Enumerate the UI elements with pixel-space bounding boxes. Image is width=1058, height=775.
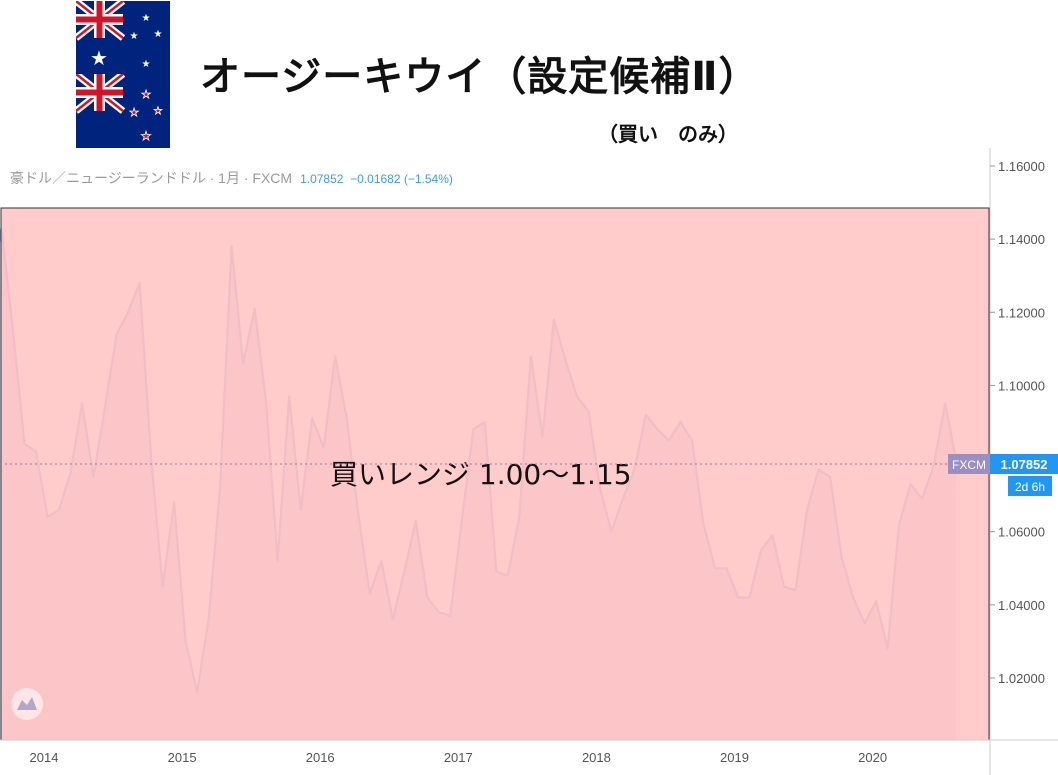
svg-text:★: ★ — [129, 106, 139, 119]
svg-text:★: ★ — [154, 106, 163, 117]
price-change: −0.01682 — [350, 172, 401, 186]
svg-text:★: ★ — [90, 46, 108, 70]
x-tick-label: 2020 — [858, 750, 887, 765]
svg-text:★: ★ — [130, 31, 139, 42]
x-tick-label: 2019 — [720, 750, 749, 765]
x-tick-label: 2018 — [582, 750, 611, 765]
buy-range-label: 買いレンジ 1.00〜1.15 — [330, 458, 632, 491]
y-tick-label: 1.02000 — [998, 671, 1045, 686]
svg-text:★: ★ — [154, 29, 163, 40]
x-tick-label: 2015 — [168, 750, 197, 765]
svg-text:★: ★ — [142, 59, 151, 70]
y-tick-label: 1.12000 — [998, 305, 1045, 320]
chart-legend: 豪ドル／ニュージーランドドル · 1月 · FXCM 1.07852 −0.016… — [10, 168, 453, 188]
logo-mark — [17, 697, 37, 710]
y-tick-label: 1.14000 — [998, 232, 1045, 247]
buy-range-box — [0, 207, 990, 741]
x-tick-label: 2017 — [444, 750, 473, 765]
current-price-tag-label: 1.07852 — [1001, 457, 1048, 472]
x-tick-label: 2014 — [30, 750, 59, 765]
source-tag-label: FXCM — [952, 458, 986, 472]
svg-text:★: ★ — [142, 13, 151, 24]
countdown-tag — [1008, 475, 1052, 496]
y-tick-label: 1.04000 — [998, 598, 1045, 613]
price-change-pct: (−1.54%) — [403, 172, 453, 186]
svg-text:★: ★ — [141, 129, 152, 143]
countdown-tag-label: 2d 6h — [1015, 480, 1045, 494]
price-chart: 買いレンジ 1.00〜1.15 1.02000 1.04000 1.06000 1.0… — [0, 148, 1058, 775]
tradingview-logo-icon — [11, 688, 43, 720]
current-price-tag — [990, 453, 1058, 474]
y-tick-label: 1.16000 — [998, 159, 1045, 174]
y-tick-label: 1.06000 — [998, 525, 1045, 540]
chart-symbol: 豪ドル／ニュージーランドドル · 1月 · FXCM — [10, 170, 293, 186]
x-tick-label: 2016 — [306, 750, 335, 765]
australia-flag-icon: ★ ★ ★ ★ ★ — [76, 1, 170, 75]
svg-text:★: ★ — [141, 88, 151, 101]
page-title: オージーキウイ（設定候補Ⅱ） — [200, 54, 760, 100]
page-subtitle: （買い のみ） — [598, 122, 738, 146]
new-zealand-flag-icon: ★ ★ ★ ★ — [76, 74, 170, 148]
source-tag — [948, 453, 990, 474]
last-price: 1.07852 — [300, 172, 344, 186]
logo-circle — [11, 688, 43, 720]
y-tick-label: 1.10000 — [998, 378, 1045, 393]
